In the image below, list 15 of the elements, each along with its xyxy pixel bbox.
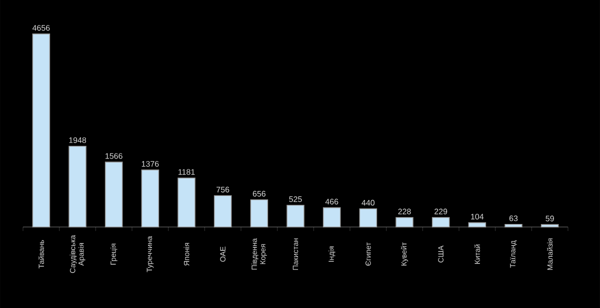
- data-label: 228: [398, 208, 411, 214]
- data-label: 104: [471, 214, 484, 220]
- data-label: 466: [325, 198, 338, 204]
- data-label: 59: [546, 216, 554, 222]
- data-label: 656: [252, 190, 266, 197]
- data-label: 63: [509, 216, 518, 222]
- data-label: 4656: [32, 25, 50, 31]
- data-label: 1566: [106, 153, 122, 159]
- data-label: 756: [216, 186, 230, 192]
- data-label: 1948: [69, 137, 86, 144]
- data-label: 1181: [178, 169, 195, 175]
- data-label: 229: [434, 208, 448, 214]
- data-label: 1376: [142, 161, 159, 167]
- data-label: 525: [289, 196, 302, 202]
- data-label: 440: [362, 200, 375, 206]
